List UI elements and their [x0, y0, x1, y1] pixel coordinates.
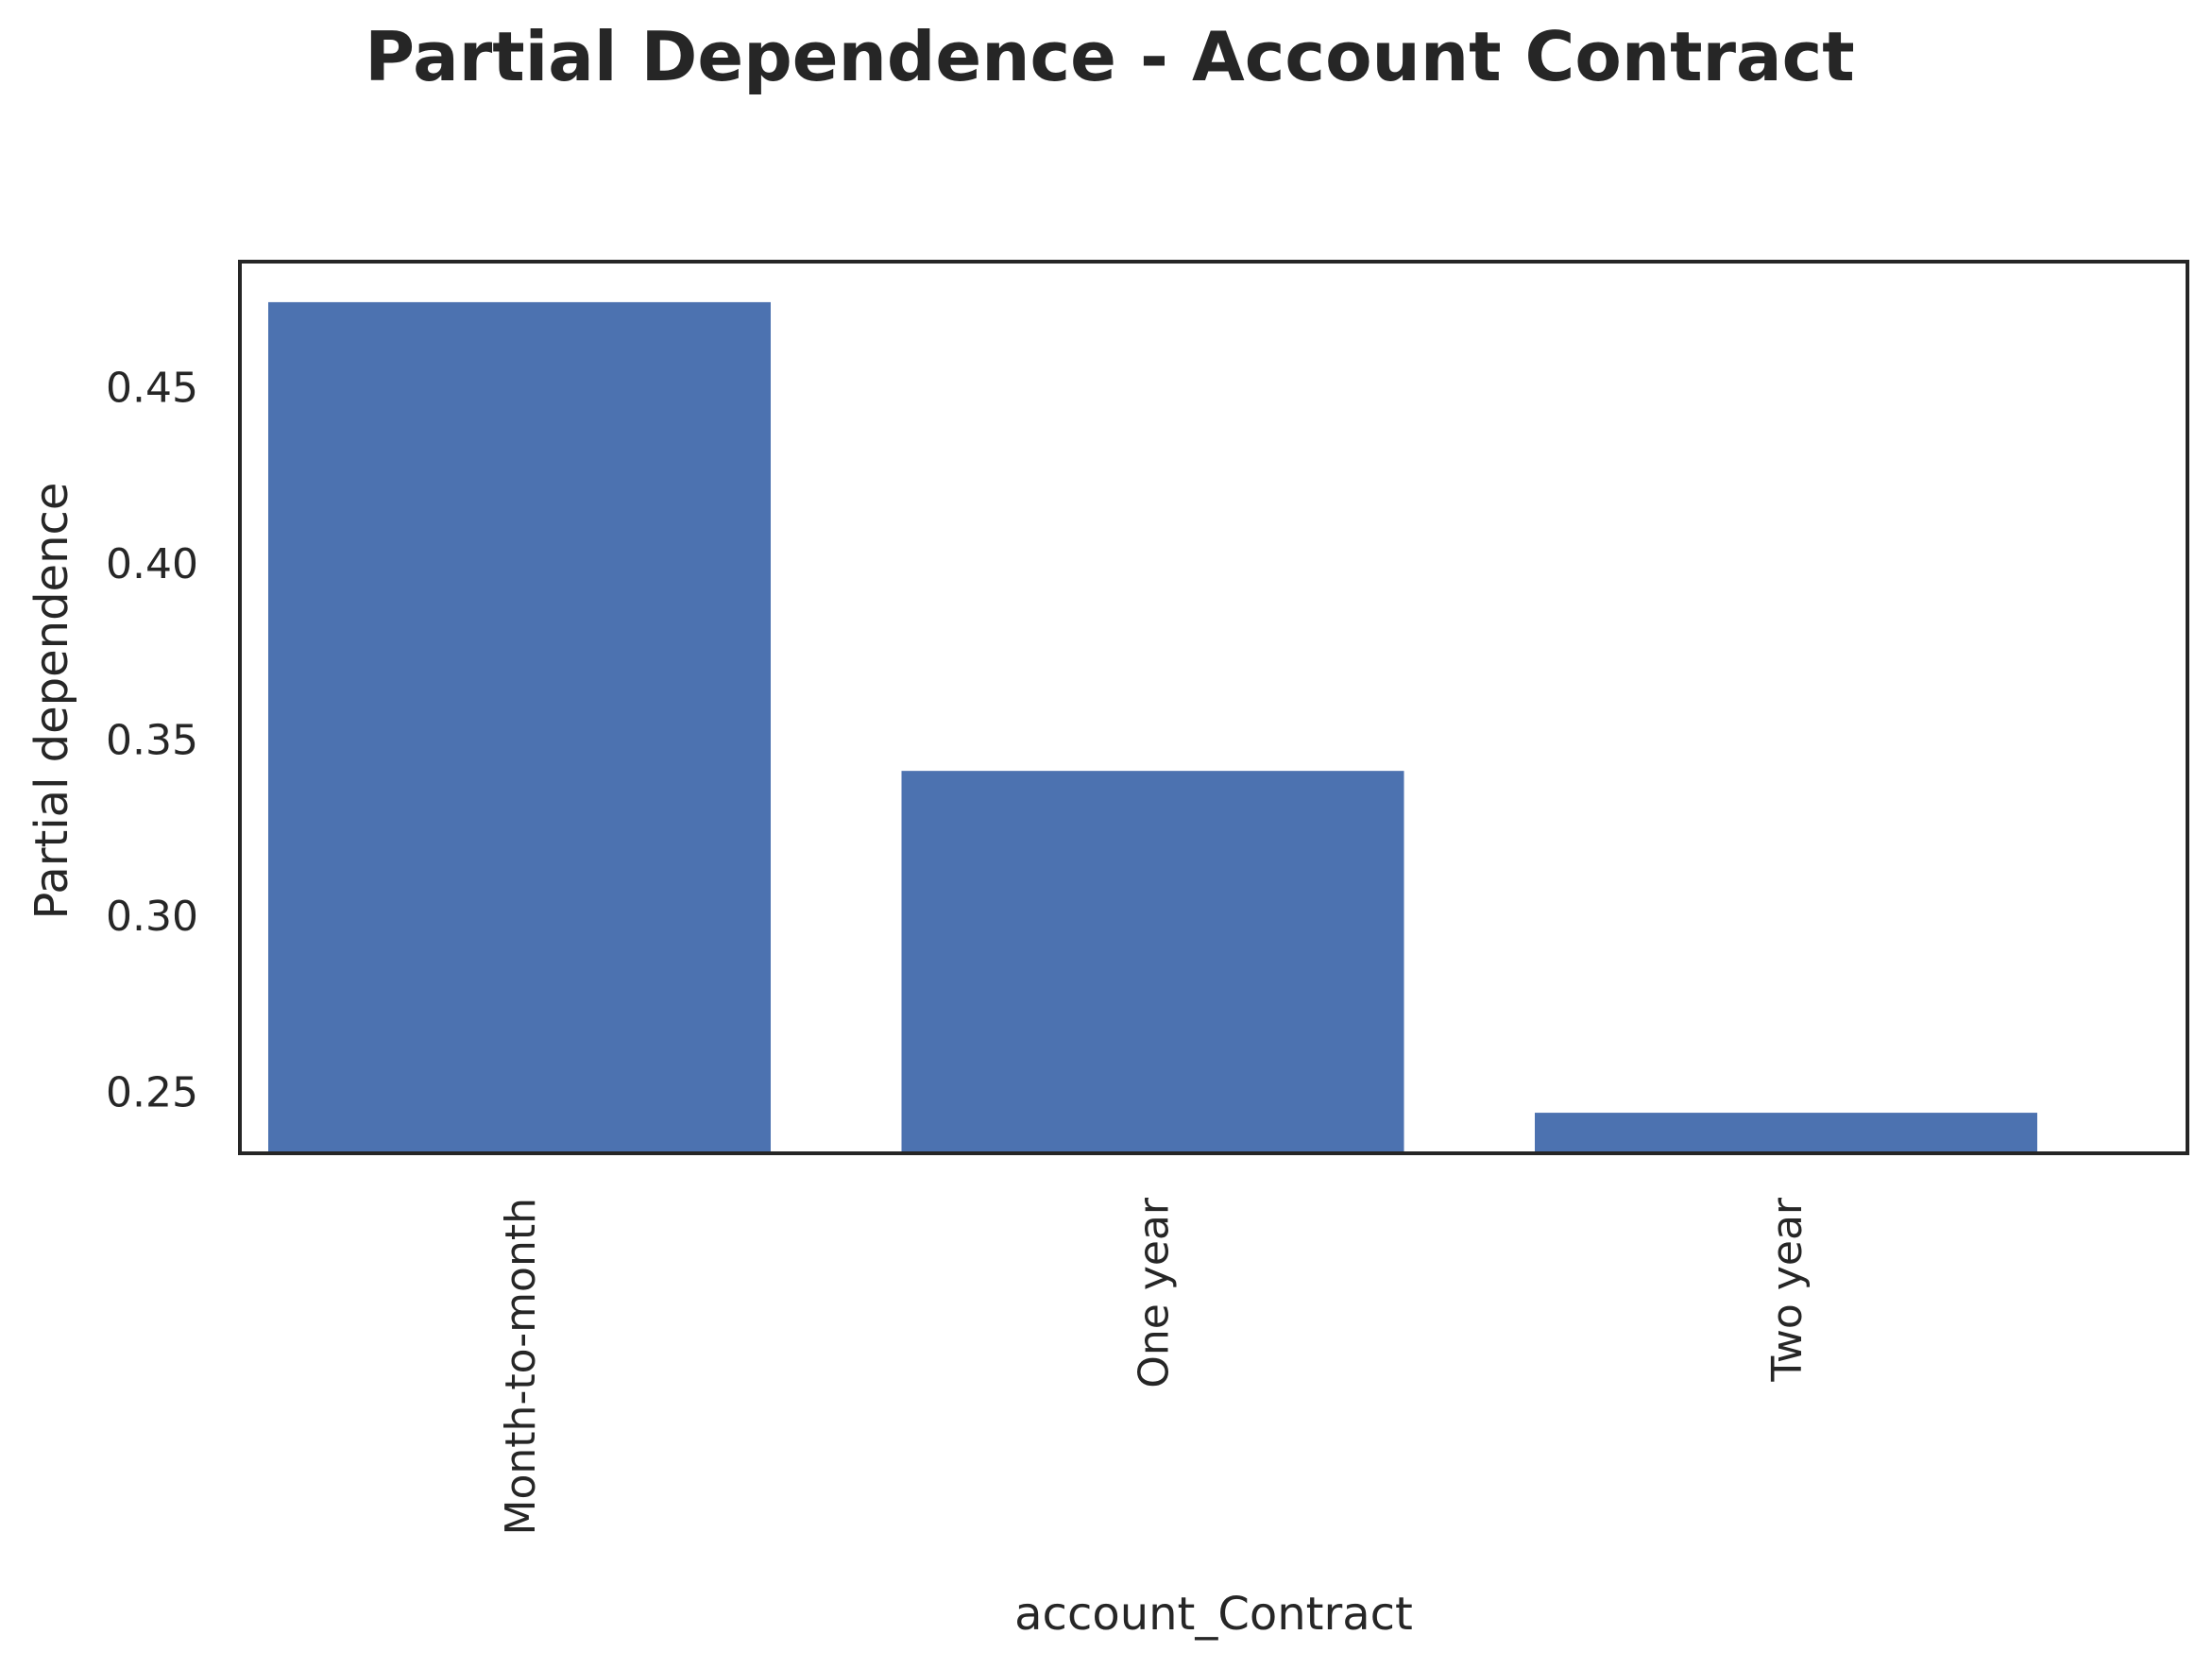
- y-axis-label: Partial dependence: [26, 483, 78, 920]
- bar-two-year: [1535, 1113, 2037, 1153]
- bars-layer: [268, 301, 2037, 1154]
- y-tick-label: 0.40: [106, 540, 198, 588]
- y-tick-label: 0.35: [106, 717, 198, 765]
- y-axis-ticks: 0.25 0.30 0.35 0.40 0.45: [106, 364, 198, 1116]
- y-tick-label: 0.45: [106, 364, 198, 412]
- x-axis-ticks: Month-to-month One year Two year: [497, 1197, 1812, 1535]
- y-tick-label: 0.30: [106, 893, 198, 941]
- bar-one-year: [901, 771, 1404, 1153]
- y-tick-label: 0.25: [106, 1069, 198, 1117]
- chart-title: Partial Dependence - Account Contract: [365, 17, 1854, 96]
- x-tick-label: Two year: [1763, 1197, 1812, 1383]
- x-tick-label: Month-to-month: [497, 1198, 545, 1535]
- x-axis-label: account_Contract: [1014, 1588, 1413, 1641]
- x-tick-label: One year: [1131, 1197, 1179, 1388]
- bar-month-to-month: [268, 301, 771, 1154]
- plot-frame: [238, 260, 2189, 1155]
